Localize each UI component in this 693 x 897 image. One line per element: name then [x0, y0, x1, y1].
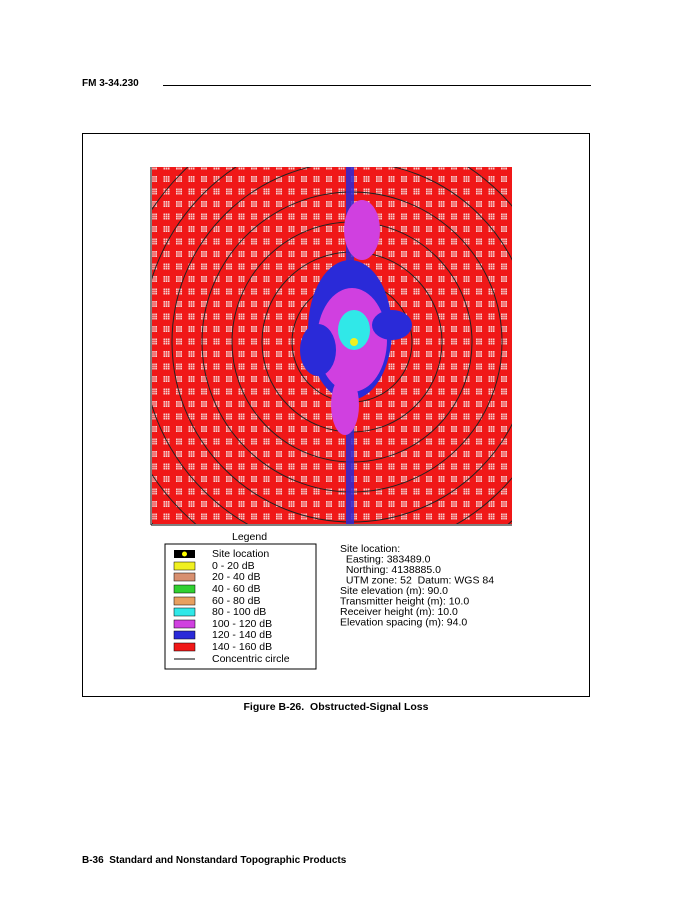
header-title: FM 3-34.230: [82, 78, 139, 89]
figure-frame: [82, 133, 590, 697]
legend-label: Site location: [212, 548, 269, 560]
legend-label: 120 - 140 dB: [212, 629, 272, 641]
site-info-line: Site elevation (m): 90.0: [340, 585, 448, 597]
legend-label: 140 - 160 dB: [212, 641, 272, 653]
site-info-line: Easting: 383489.0: [340, 553, 431, 565]
legend-label: Concentric circle: [212, 653, 290, 665]
coverage-map: [150, 167, 512, 526]
legend-label: 60 - 80 dB: [212, 595, 260, 607]
site-info-line: Elevation spacing (m): 94.0: [340, 616, 467, 628]
site-info: Site location: Easting: 383489.0 Northin…: [340, 543, 494, 629]
footer: B-36 Standard and Nonstandard Topographi…: [82, 855, 347, 866]
site-info-line: Receiver height (m): 10.0: [340, 606, 458, 618]
site-info-line: Transmitter height (m): 10.0: [340, 595, 469, 607]
legend-label: 0 - 20 dB: [212, 560, 255, 572]
legend-label: 100 - 120 dB: [212, 618, 272, 630]
header-rule: [163, 85, 591, 86]
legend-swatches: [173, 550, 196, 660]
legend-label: 40 - 60 dB: [212, 583, 260, 595]
site-info-line: Northing: 4138885.0: [340, 564, 441, 576]
legend-label: 20 - 40 dB: [212, 571, 260, 583]
legend-title: Legend: [232, 531, 267, 543]
legend-label: 80 - 100 dB: [212, 606, 266, 618]
legend-labels: Site location 0 - 20 dB 20 - 40 dB 40 - …: [212, 548, 290, 665]
site-info-line: Site location:: [340, 543, 400, 555]
site-info-line: UTM zone: 52 Datum: WGS 84: [340, 574, 494, 586]
figure-caption: Figure B-26. Obstructed-Signal Loss: [243, 701, 429, 713]
